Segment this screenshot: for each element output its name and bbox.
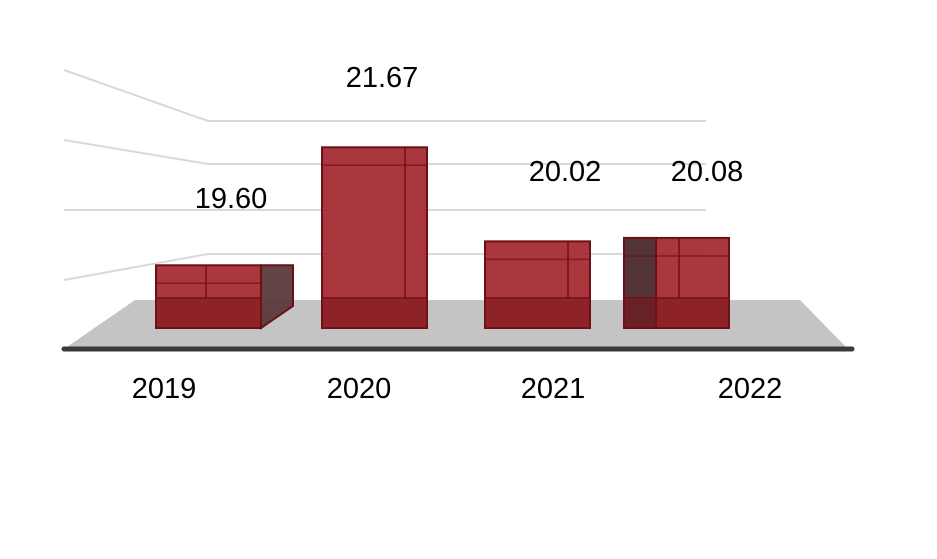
bar-bottom-band [485,298,590,328]
data-labels: 19.60 21.67 20.02 20.08 [195,62,744,215]
bar-2019 [155,264,294,330]
bar-2022 [623,236,730,329]
bar-bottom-band [322,298,427,328]
bar-2020 [321,146,428,329]
bar-bottom-band [156,298,261,328]
x-tick-label-2020: 2020 [327,373,392,405]
category-axis-labels: 2019 2020 2021 2022 [132,373,783,405]
bars [155,146,730,330]
data-label-2020: 21.67 [346,62,419,94]
bar-2021 [484,240,591,329]
data-label-2022: 20.08 [671,156,744,188]
bar-bottom-band [624,298,729,328]
x-tick-label-2019: 2019 [132,373,197,405]
data-label-2019: 19.60 [195,183,268,215]
gridline-1 [63,69,706,122]
x-tick-label-2022: 2022 [718,373,783,405]
data-label-2021: 20.02 [529,156,602,188]
gridline-2 [63,139,706,165]
x-tick-label-2021: 2021 [521,373,586,405]
